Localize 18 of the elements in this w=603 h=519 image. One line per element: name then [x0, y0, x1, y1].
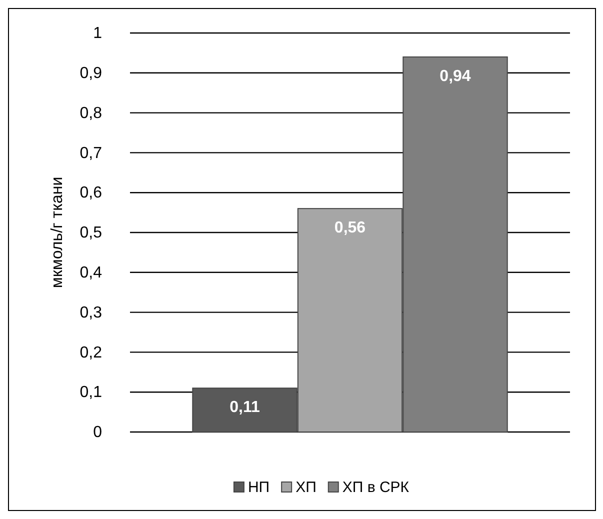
legend-label: ХП в СРК [342, 479, 410, 496]
y-tick-label: 0,9 [80, 65, 102, 82]
data-label: 0,11 [230, 399, 260, 416]
y-tick-label: 0,7 [80, 144, 102, 162]
y-tick-label: 0,3 [80, 304, 102, 322]
legend-label: НП [248, 479, 270, 496]
y-tick-label: 0,5 [80, 224, 102, 242]
y-axis-title: мкмоль/г ткани [49, 176, 66, 288]
y-tick-label: 1 [93, 25, 102, 42]
y-tick-label: 0 [93, 424, 102, 442]
data-label: 0,56 [334, 220, 366, 237]
y-tick-label: 0,8 [80, 104, 102, 122]
y-tick-label: 0,2 [80, 344, 102, 362]
data-label: 0,94 [440, 68, 471, 85]
y-tick-label: 0,4 [80, 264, 102, 282]
legend-label: ХП [296, 479, 316, 496]
y-tick-label: 0,6 [80, 184, 102, 202]
y-tick-label: 0,1 [80, 384, 102, 402]
